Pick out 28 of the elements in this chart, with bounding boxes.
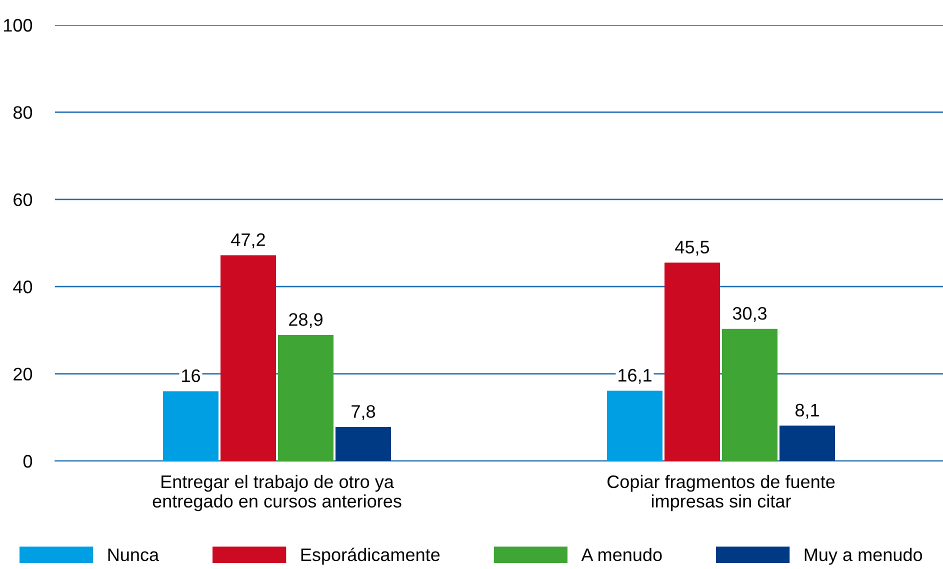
bar bbox=[278, 334, 334, 461]
data-label: 16 bbox=[182, 369, 200, 382]
data-label: 7,8 bbox=[352, 405, 376, 420]
bar bbox=[163, 391, 219, 461]
data-label: 28,9 bbox=[289, 313, 322, 328]
x-tick-label: Entregar el trabajo de otro ya entregado en cursos anteriores bbox=[152, 474, 402, 512]
legend-label: Esporádicamente bbox=[301, 548, 440, 565]
y-tick-label: 60 bbox=[14, 193, 32, 206]
bar bbox=[220, 255, 276, 461]
legend-label: Muy a menudo bbox=[804, 548, 922, 565]
data-label: 47,2 bbox=[231, 233, 265, 248]
y-tick-label: 40 bbox=[13, 280, 32, 294]
bar bbox=[779, 426, 835, 461]
data-label: 30,3 bbox=[732, 306, 767, 322]
bar bbox=[335, 426, 391, 461]
y-tick-label: 100 bbox=[4, 18, 32, 32]
bar bbox=[607, 390, 663, 461]
data-label: 45,5 bbox=[675, 240, 710, 256]
y-tick-label: 20 bbox=[14, 368, 32, 381]
data-label: 16,1 bbox=[618, 368, 652, 384]
y-tick-label: 80 bbox=[13, 106, 32, 119]
x-tick-label: Copiar fragmentos de fuente impresas sin citar bbox=[608, 474, 835, 512]
legend-label: Nunca bbox=[108, 548, 160, 562]
data-label: 8,1 bbox=[795, 404, 819, 419]
bar bbox=[722, 328, 778, 461]
bar bbox=[664, 262, 720, 461]
y-tick-label: 0 bbox=[23, 454, 32, 468]
legend-label: A menudo bbox=[581, 548, 662, 562]
